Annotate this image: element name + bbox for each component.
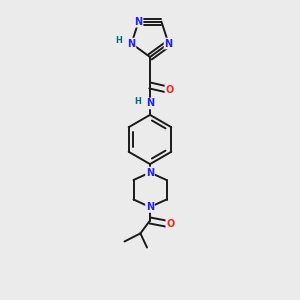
Text: N: N: [128, 38, 136, 49]
Text: N: N: [134, 17, 142, 27]
Text: N: N: [146, 202, 154, 212]
Text: O: O: [166, 219, 175, 230]
Text: H: H: [116, 36, 122, 45]
Text: N: N: [146, 167, 154, 178]
Text: N: N: [164, 38, 172, 49]
Text: H: H: [135, 97, 141, 106]
Text: N: N: [146, 98, 154, 109]
Text: O: O: [165, 85, 174, 95]
